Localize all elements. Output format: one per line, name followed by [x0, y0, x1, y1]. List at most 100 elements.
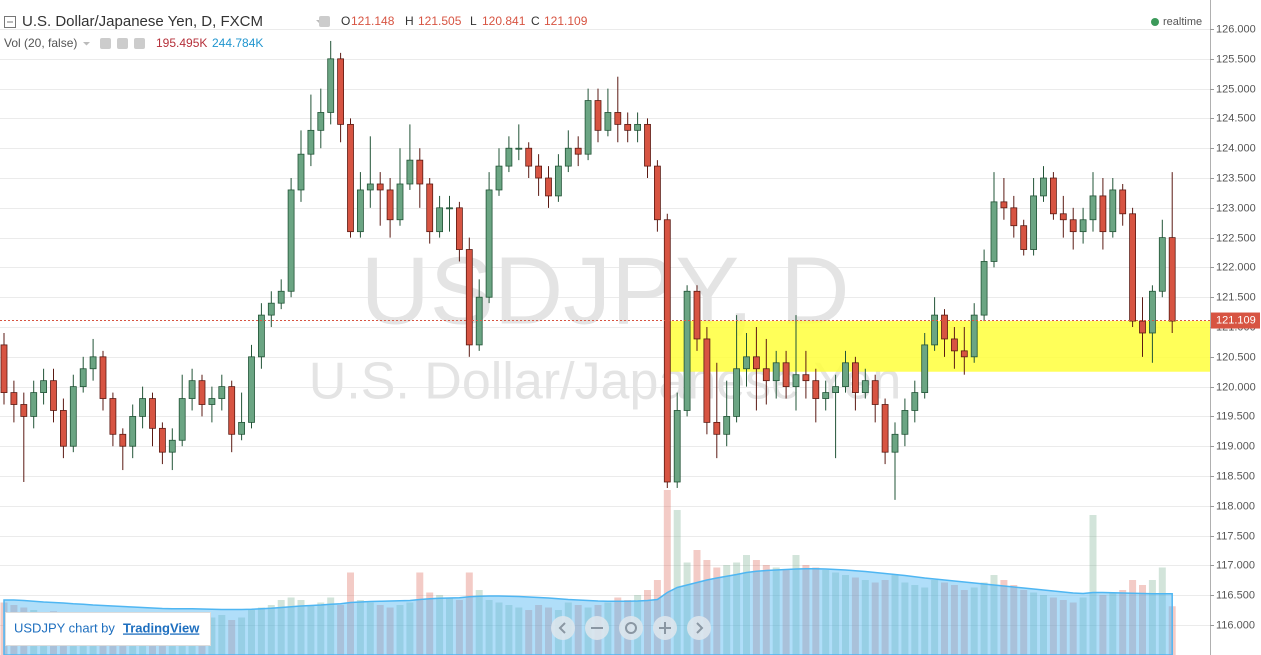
volume-bar: [436, 595, 444, 655]
nav-left-icon: [558, 622, 566, 634]
candle-body: [297, 153, 305, 191]
volume-bar: [802, 565, 810, 655]
volume-bar: [871, 582, 879, 655]
ohlc-key: C: [531, 14, 540, 28]
candle-body: [881, 404, 889, 453]
badge-text: USDJPY chart by: [14, 620, 115, 635]
ohlc-key: H: [405, 14, 414, 28]
candle-body: [654, 165, 661, 221]
candle-body: [129, 416, 137, 447]
nav-right[interactable]: [687, 616, 711, 640]
candle-body: [446, 207, 453, 210]
volume-bar: [812, 567, 820, 655]
candle-body: [1168, 237, 1176, 322]
volume-bar: [782, 570, 790, 655]
candle-body: [733, 368, 740, 417]
candle-body: [624, 123, 632, 131]
volume-icon[interactable]: [117, 38, 128, 49]
candle-body: [99, 356, 107, 399]
y-tick-label: 122.000: [1216, 261, 1256, 273]
candle-body: [20, 404, 28, 417]
volume-bar: [832, 572, 840, 655]
nav-reset[interactable]: [619, 616, 643, 640]
volume-bar: [960, 590, 968, 655]
volume-bar: [1129, 580, 1137, 655]
candle-body: [614, 112, 622, 125]
candle-body: [1079, 219, 1087, 233]
volume-bar: [1010, 585, 1018, 655]
y-tick-label: 121.500: [1216, 291, 1256, 303]
volume-icon[interactable]: [100, 38, 111, 49]
candle-body: [743, 356, 750, 370]
volume-bar: [1148, 580, 1156, 655]
last-price-box: [1211, 312, 1260, 329]
ohlc-key: O: [341, 14, 350, 28]
volume-bar: [911, 585, 919, 655]
candle-body: [1158, 237, 1166, 292]
candle-body: [119, 433, 127, 447]
candle-body: [990, 201, 998, 262]
y-tick-label: 124.500: [1216, 112, 1256, 124]
candle-body: [1149, 290, 1156, 334]
nav-reset-icon: [625, 622, 637, 634]
candle-body: [535, 165, 542, 179]
volume-bar: [515, 607, 523, 655]
candle-body: [228, 386, 236, 435]
candle-body: [1010, 207, 1018, 227]
candle-body: [416, 159, 424, 185]
candle-body: [802, 374, 810, 382]
nav-zoom-in-icon: [659, 622, 671, 634]
volume-bar: [455, 600, 463, 655]
candle-body: [337, 58, 345, 125]
volume-bar: [614, 597, 622, 655]
y-tick-label: 119.500: [1216, 410, 1255, 422]
badge-link[interactable]: TradingView: [123, 620, 200, 635]
candle-body: [683, 290, 691, 411]
candle-body: [871, 380, 879, 405]
volume-bar: [267, 605, 275, 655]
candle-body: [772, 362, 780, 382]
volume-bar: [347, 572, 354, 655]
candle-body: [673, 410, 681, 483]
volume-menu[interactable]: [83, 42, 90, 46]
volume-bar: [693, 550, 701, 655]
candle-body: [505, 147, 513, 167]
realtime-dot: [1151, 18, 1159, 26]
candle-body: [970, 314, 978, 358]
volume-bar: [1059, 600, 1067, 655]
candle-body: [1089, 195, 1097, 221]
candle-body: [941, 314, 948, 340]
candle-body: [753, 356, 760, 370]
y-tick-label: 118.500: [1216, 470, 1255, 482]
y-tick-label: 117.500: [1216, 530, 1255, 542]
volume-icon[interactable]: [134, 38, 145, 49]
y-tick-label: 125.000: [1216, 83, 1256, 95]
volume-bar: [792, 555, 800, 655]
candle-body: [60, 410, 67, 447]
candle-body: [584, 100, 592, 155]
volume-bar: [713, 567, 721, 655]
candle-body: [515, 147, 523, 150]
volume-bar: [446, 597, 453, 655]
zone-layer: [670, 321, 1210, 372]
candle-body: [317, 112, 325, 131]
candle-body: [1109, 189, 1117, 233]
volume-bar: [396, 605, 404, 655]
candle-body: [79, 368, 87, 388]
nav-left[interactable]: [551, 616, 575, 640]
ohlc-value: 121.109: [544, 14, 588, 28]
candle-body: [287, 189, 295, 292]
volume-bar: [703, 560, 711, 655]
y-tick-label: 126.000: [1216, 23, 1256, 35]
settings-icon[interactable]: [319, 16, 330, 27]
y-tick-label: 120.000: [1216, 381, 1256, 393]
candle-body: [951, 338, 958, 352]
candle-body: [545, 177, 552, 197]
candle-body: [1030, 195, 1037, 250]
candle-body: [574, 147, 582, 155]
candle-body: [703, 338, 711, 423]
volume-bar: [495, 602, 503, 655]
volume-bar: [901, 582, 909, 655]
volume-bar: [921, 587, 929, 655]
candle-body: [347, 123, 354, 233]
